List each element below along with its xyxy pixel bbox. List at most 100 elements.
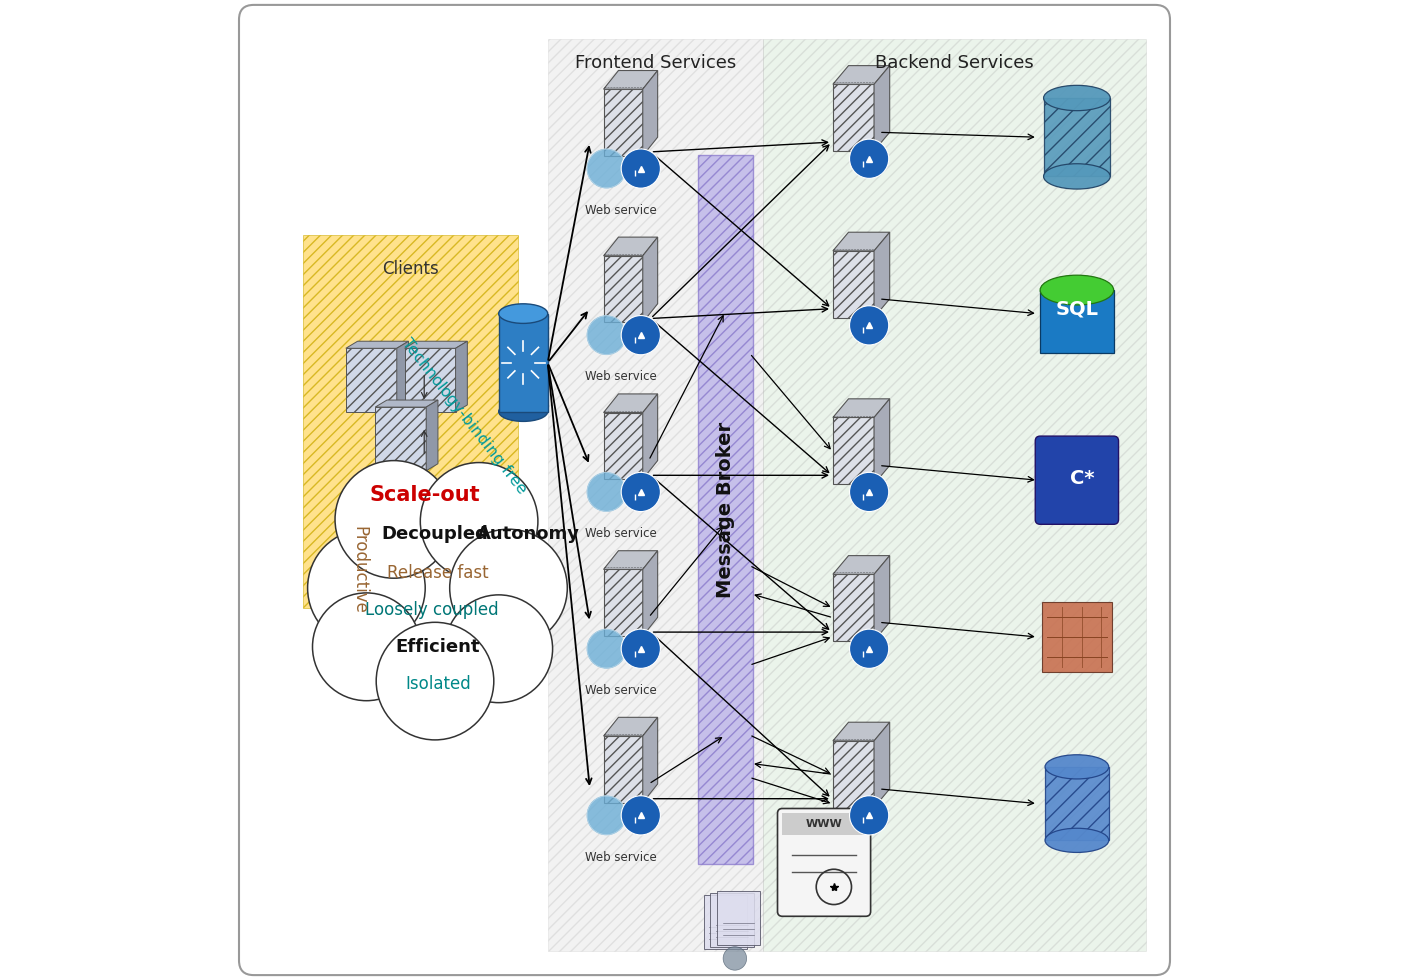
FancyBboxPatch shape [717, 891, 761, 945]
Polygon shape [833, 232, 889, 251]
Ellipse shape [1045, 755, 1109, 779]
Polygon shape [345, 348, 397, 412]
Polygon shape [833, 556, 889, 574]
Text: Web service: Web service [585, 851, 657, 863]
Text: Efficient: Efficient [396, 638, 480, 656]
FancyBboxPatch shape [697, 155, 752, 864]
Text: Technology-binding free: Technology-binding free [399, 336, 530, 497]
Polygon shape [833, 741, 874, 808]
Polygon shape [603, 413, 643, 479]
Circle shape [850, 472, 889, 512]
Circle shape [335, 461, 452, 578]
Circle shape [621, 472, 661, 512]
Text: Web service: Web service [585, 527, 657, 540]
Ellipse shape [1040, 275, 1113, 305]
Ellipse shape [499, 304, 548, 323]
Text: Frontend Services: Frontend Services [575, 54, 735, 72]
Text: Productive: Productive [351, 526, 369, 614]
Polygon shape [404, 341, 468, 348]
Polygon shape [874, 399, 889, 484]
Polygon shape [833, 66, 889, 84]
FancyBboxPatch shape [764, 39, 1146, 951]
Text: Decoupled: Decoupled [382, 525, 489, 543]
Text: C*: C* [1069, 468, 1093, 488]
Circle shape [850, 629, 889, 668]
Polygon shape [833, 84, 874, 151]
Text: Release fast: Release fast [387, 564, 489, 582]
Polygon shape [874, 232, 889, 318]
Polygon shape [603, 71, 658, 89]
Circle shape [449, 529, 568, 647]
Text: Web service: Web service [585, 684, 657, 697]
Polygon shape [603, 551, 658, 569]
Circle shape [588, 149, 626, 188]
Polygon shape [643, 717, 658, 803]
Polygon shape [603, 256, 643, 322]
Circle shape [723, 947, 747, 970]
Polygon shape [499, 314, 548, 412]
FancyBboxPatch shape [703, 895, 747, 949]
FancyBboxPatch shape [548, 39, 764, 951]
Polygon shape [603, 89, 643, 156]
Polygon shape [874, 722, 889, 808]
Polygon shape [874, 556, 889, 641]
Text: Web service: Web service [585, 204, 657, 217]
Circle shape [342, 480, 528, 666]
FancyBboxPatch shape [303, 235, 519, 608]
Circle shape [850, 796, 889, 835]
FancyBboxPatch shape [240, 5, 1169, 975]
Text: Autonomy: Autonomy [476, 525, 579, 543]
Text: Web service: Web service [585, 370, 657, 383]
Circle shape [420, 463, 538, 580]
FancyBboxPatch shape [1036, 436, 1119, 524]
FancyBboxPatch shape [710, 893, 754, 947]
Polygon shape [643, 551, 658, 636]
Circle shape [588, 629, 626, 668]
Polygon shape [1041, 602, 1112, 672]
Polygon shape [643, 394, 658, 479]
FancyBboxPatch shape [778, 808, 871, 916]
Polygon shape [833, 251, 874, 318]
Polygon shape [455, 341, 468, 412]
Polygon shape [603, 736, 643, 803]
Text: WWW: WWW [806, 819, 843, 829]
Polygon shape [345, 341, 409, 348]
Polygon shape [1040, 290, 1113, 353]
Circle shape [588, 796, 626, 835]
Polygon shape [603, 394, 658, 413]
Circle shape [588, 316, 626, 355]
Polygon shape [603, 569, 643, 636]
Polygon shape [603, 717, 658, 736]
Polygon shape [426, 400, 438, 470]
Circle shape [850, 139, 889, 178]
Circle shape [307, 529, 426, 647]
Ellipse shape [499, 402, 548, 421]
Circle shape [621, 629, 661, 668]
Text: Message Broker: Message Broker [716, 421, 734, 598]
Polygon shape [833, 722, 889, 741]
Text: SQL: SQL [1055, 299, 1099, 318]
Polygon shape [404, 348, 455, 412]
Circle shape [445, 595, 552, 703]
Polygon shape [643, 237, 658, 322]
Text: Clients: Clients [382, 260, 438, 277]
Polygon shape [1044, 98, 1110, 176]
Circle shape [313, 593, 420, 701]
Circle shape [621, 149, 661, 188]
Circle shape [588, 472, 626, 512]
Circle shape [621, 316, 661, 355]
Polygon shape [643, 71, 658, 156]
Polygon shape [603, 237, 658, 256]
Text: Backend Services: Backend Services [875, 54, 1034, 72]
Polygon shape [375, 407, 426, 470]
Circle shape [621, 796, 661, 835]
Polygon shape [874, 66, 889, 151]
Ellipse shape [1045, 828, 1109, 853]
Polygon shape [397, 341, 409, 412]
Text: Isolated: Isolated [404, 675, 471, 693]
Ellipse shape [1044, 164, 1110, 189]
Polygon shape [833, 399, 889, 417]
Polygon shape [1045, 766, 1109, 841]
Polygon shape [833, 574, 874, 641]
Ellipse shape [1044, 85, 1110, 111]
